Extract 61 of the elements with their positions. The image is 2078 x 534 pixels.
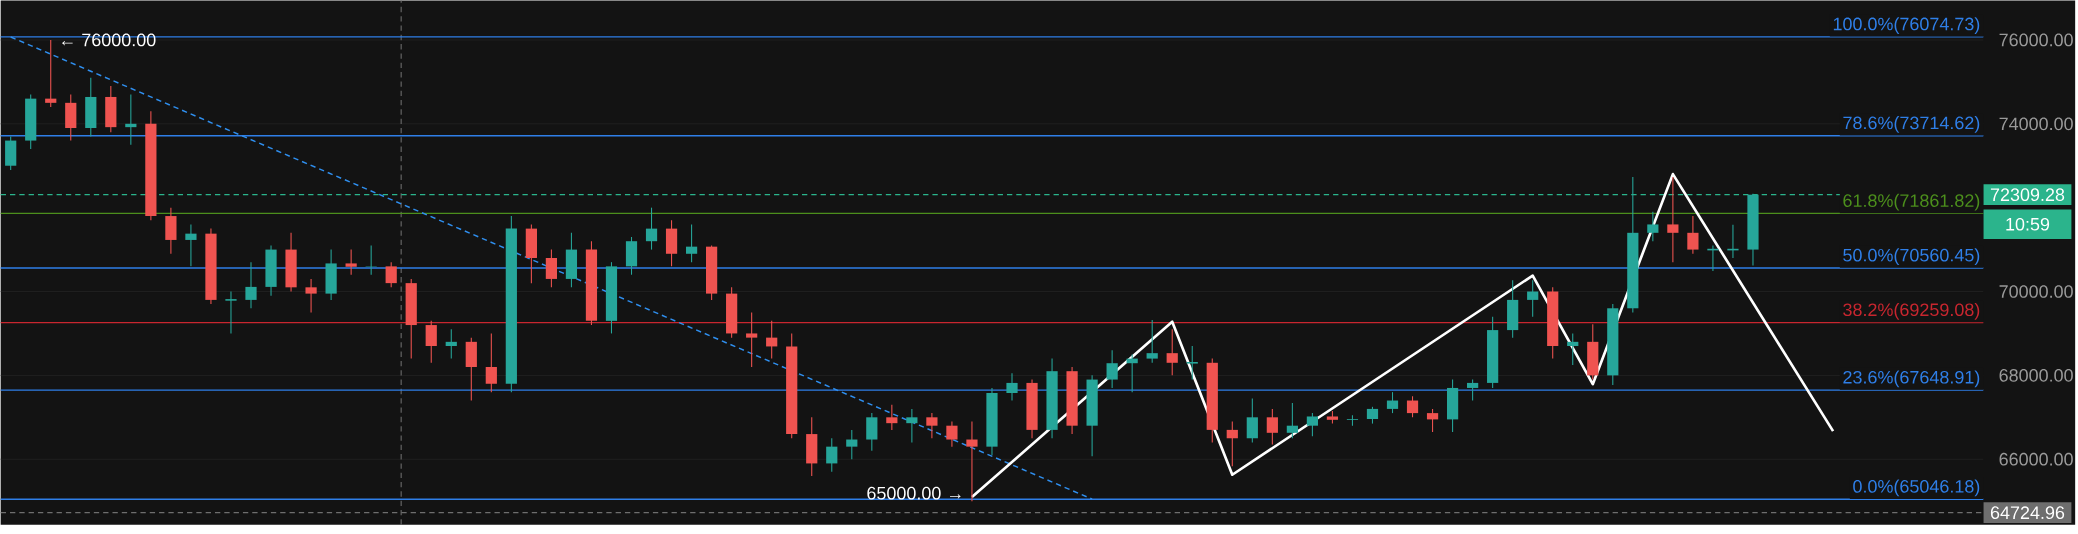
candlestick — [645, 207, 658, 251]
candlestick — [1106, 349, 1118, 389]
candlestick — [1006, 372, 1018, 402]
candlestick — [1306, 412, 1319, 437]
candlestick — [746, 312, 758, 368]
candlestick — [826, 437, 838, 473]
candlestick — [685, 224, 698, 263]
candlestick — [926, 412, 938, 439]
ref-line-label: 38.2%(69259.08) — [1843, 303, 1980, 320]
candlestick — [1567, 333, 1579, 366]
candlestick — [1687, 215, 1699, 255]
candlestick — [425, 320, 437, 364]
candlestick — [1186, 345, 1198, 381]
ref-line-label: 50.0%(70560.45) — [1843, 248, 1980, 266]
candlestick — [545, 249, 558, 288]
candlestick — [906, 408, 918, 444]
ref-line-label: 78.6%(73714.62) — [1843, 116, 1980, 133]
candlestick — [45, 39, 57, 108]
y-tick-label: 68000.00 — [1999, 369, 2073, 382]
candlestick — [1406, 395, 1419, 418]
candlestick — [165, 207, 177, 255]
candlestick — [1667, 176, 1679, 263]
candlestick — [886, 404, 898, 431]
candlestick — [1647, 211, 1659, 242]
candlestick — [365, 244, 377, 276]
y-tick-label: 76000.00 — [1999, 33, 2073, 47]
candlestick — [1166, 328, 1178, 377]
annotation: 65000.00 → — [867, 486, 961, 500]
ref-line-label: 64724.96 — [1990, 506, 2065, 520]
ref-line-label: 23.6%(67648.91) — [1843, 370, 1980, 388]
candlestick — [1346, 414, 1359, 427]
candlestick — [305, 278, 317, 314]
candlestick — [185, 224, 197, 267]
candlestick — [1286, 402, 1298, 439]
text: 10:59 — [2006, 217, 2050, 231]
ref-line-label: 100.0%(76074.73) — [1833, 17, 1980, 34]
candlestick — [946, 421, 958, 448]
candlestick — [1266, 408, 1278, 446]
candlestick — [1527, 279, 1539, 318]
candlestick — [866, 412, 878, 452]
candlestick — [1146, 319, 1158, 364]
ref-line-label: 0.0%(65046.18) — [1853, 479, 1980, 497]
y-tick-label: 70000.00 — [1999, 285, 2073, 298]
annotation: ← 76000.00 — [62, 33, 156, 47]
candlestick — [1246, 398, 1258, 444]
candlestick — [846, 429, 858, 460]
candlestick — [966, 421, 978, 502]
y-tick-label: 74000.00 — [1999, 117, 2073, 131]
candlestick — [345, 249, 357, 276]
candlestick — [1426, 408, 1439, 433]
ref-line-label: 61.8%(71861.82) — [1843, 193, 1980, 211]
candlestick — [385, 261, 397, 288]
candlestick — [1386, 391, 1399, 414]
candlestick — [245, 261, 257, 309]
candlestick — [1226, 421, 1238, 467]
candlestick — [485, 333, 497, 393]
candlestick — [445, 328, 457, 360]
ref-line-label: 72309.28 — [1990, 188, 2065, 202]
candlestick — [225, 291, 237, 335]
candlestick — [1467, 379, 1479, 402]
y-tick-label: 66000.00 — [1999, 452, 2073, 466]
